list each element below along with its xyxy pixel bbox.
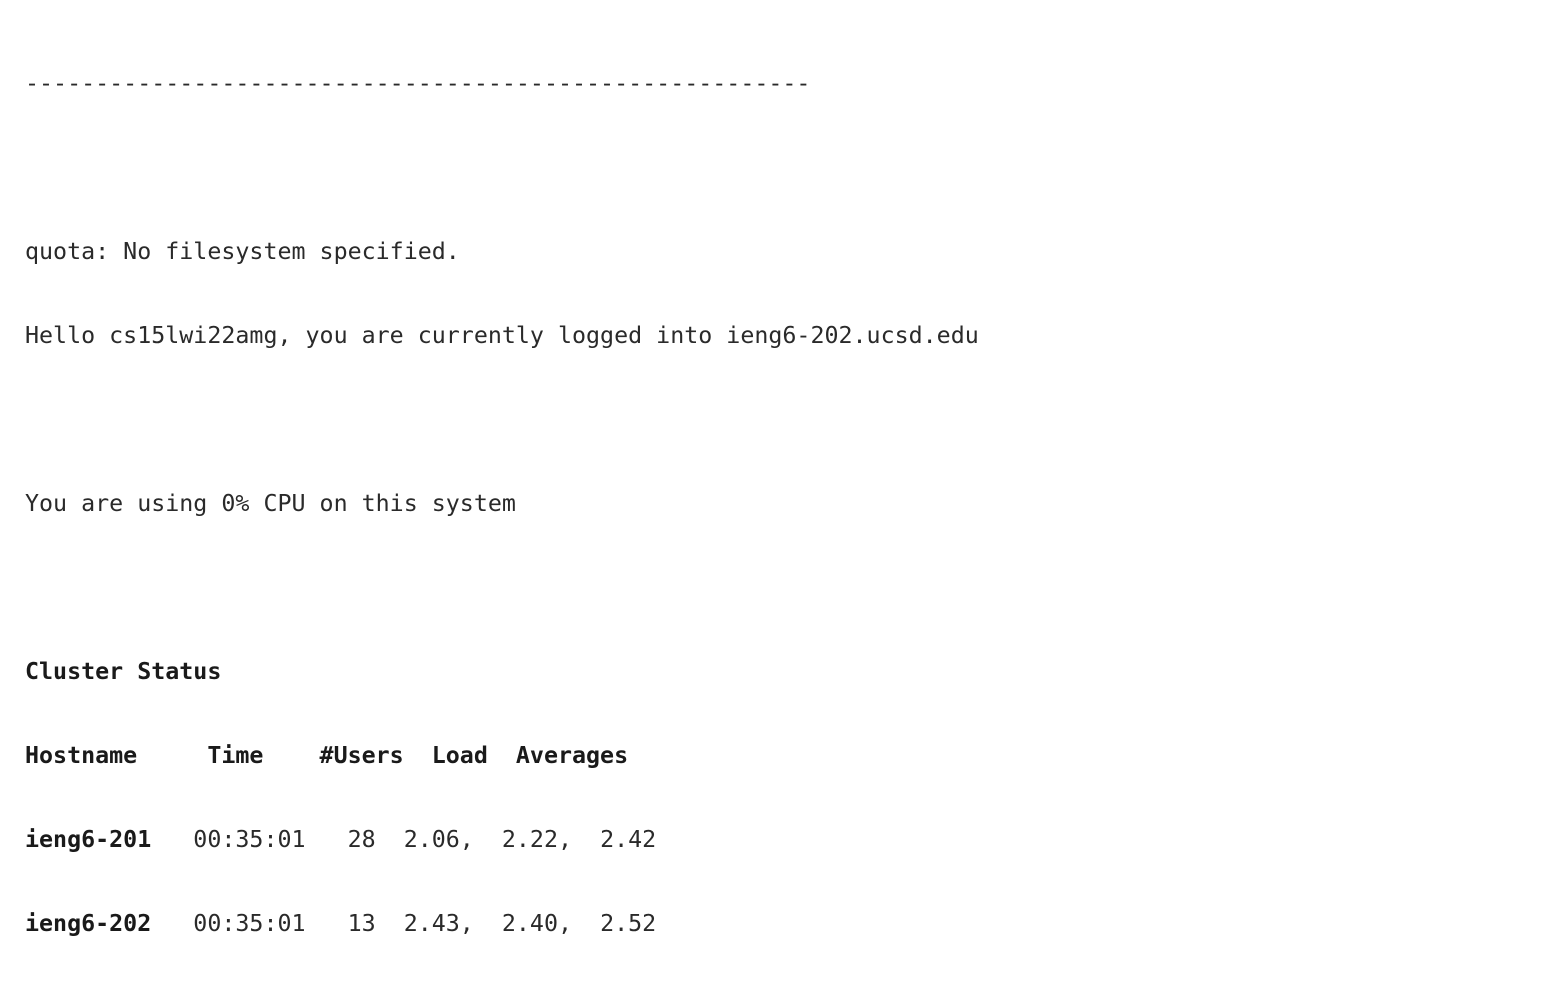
cluster-hostname: ieng6-202 [25,910,152,937]
cluster-status-title: Cluster Status [25,658,222,685]
cpu-message: You are using 0% CPU on this system [25,490,516,517]
cluster-stats: 00:35:01 28 2.06, 2.22, 2.42 [151,826,657,853]
cluster-stats: 00:35:01 13 2.43, 2.40, 2.52 [151,910,657,937]
blank-line [25,574,979,602]
quota-message: quota: No filesystem specified. [25,238,460,265]
cluster-hostname: ieng6-201 [25,826,152,853]
cluster-row: ieng6-201 00:35:01 28 2.06, 2.22, 2.42 [25,826,979,854]
cluster-row: ieng6-202 00:35:01 13 2.43, 2.40, 2.52 [25,910,979,938]
login-message: Hello cs15lwi22amg, you are currently lo… [25,322,979,349]
blank-line [25,406,979,434]
blank-line [25,154,979,182]
cluster-status-header: Hostname Time #Users Load Averages [25,742,629,769]
separator-line: ----------------------------------------… [25,70,811,97]
terminal-output[interactable]: ----------------------------------------… [25,14,979,992]
